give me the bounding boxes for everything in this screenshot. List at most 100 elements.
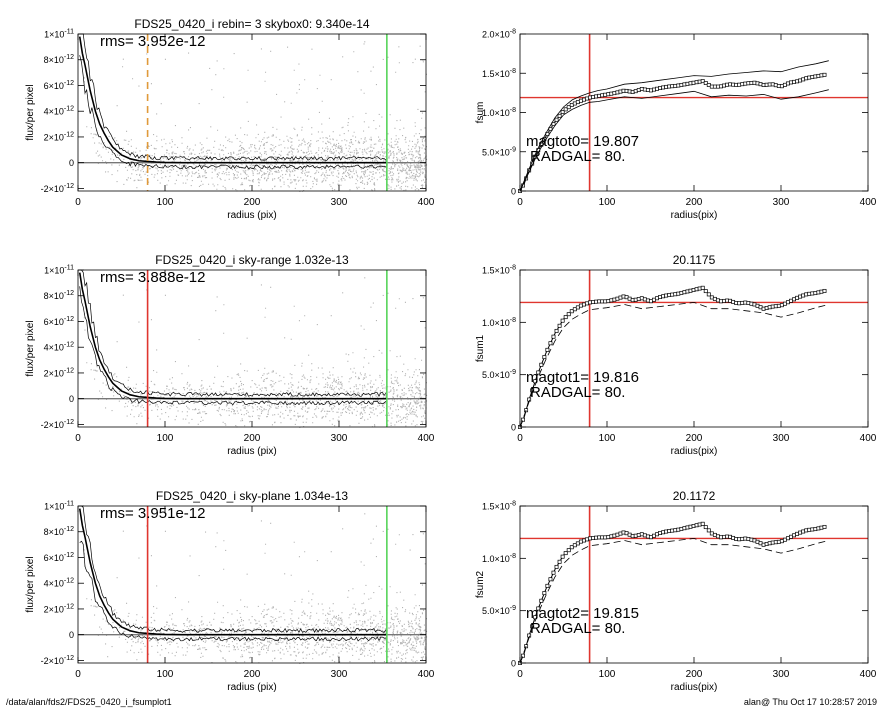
flux1-xtick-label: 300 xyxy=(331,433,348,444)
flux0-xtick-label: 200 xyxy=(244,197,261,208)
flux0-profile-line xyxy=(78,36,387,164)
flux0-xtick-label: 400 xyxy=(418,197,435,208)
fsum1-marker xyxy=(551,334,556,339)
fsum0-xtick-label: 300 xyxy=(773,197,790,208)
fsum1-marker xyxy=(703,289,708,294)
flux2-ytick-label: 2×10-12 xyxy=(44,603,75,614)
fsum0-marker xyxy=(560,110,565,114)
fsum1-xtick-label: 400 xyxy=(860,433,877,444)
fsum1-xtick-label: 300 xyxy=(773,433,790,444)
flux2-xlabel: radius (pix) xyxy=(227,682,276,693)
flux2-profile-line xyxy=(78,508,387,636)
fsum2-marker xyxy=(521,653,525,658)
flux1-scatter-points xyxy=(83,276,428,428)
fsum1-xtick-label: 200 xyxy=(686,433,703,444)
fsum2-ytick-label: 1.5×10-8 xyxy=(482,501,516,512)
fsum1-marker xyxy=(569,309,574,314)
footer-timestamp: alan@ Thu Oct 17 10:28:57 2019 xyxy=(743,697,877,707)
flux0-ytick-label: 4×10-12 xyxy=(44,106,75,117)
fsum2-marker xyxy=(566,548,571,553)
flux2-xtick-label: 0 xyxy=(75,669,81,680)
fsum1-ylabel: fsum1 xyxy=(475,334,486,362)
flux2-xtick-label: 300 xyxy=(331,669,348,680)
fsum0-ylabel: fsum xyxy=(475,102,486,124)
fsum1-marker xyxy=(545,347,550,352)
fsum2-marker xyxy=(822,524,827,529)
flux2-panel: rms= 3.951e-12 0 100 200 300 400 1×10-11 8×10-1… xyxy=(25,489,435,693)
fsum2-xtick-label: 300 xyxy=(773,669,790,680)
fsum1-series-main-markers xyxy=(518,285,827,429)
fsum0-series-2 xyxy=(519,89,829,192)
fsum0-ytick-label: 0 xyxy=(511,187,516,197)
flux1-panel: rms= 3.888e-12 0 100 200 300 400 1×10-11 8×10-1… xyxy=(25,253,435,457)
flux1-xtick-label: 0 xyxy=(75,433,81,444)
flux0-lower-envelope xyxy=(79,55,387,170)
fsum2-marker xyxy=(542,591,547,596)
flux1-ylabel: flux/per pixel xyxy=(25,320,36,376)
flux0-rms-label: rms= 3.952e-12 xyxy=(100,33,205,50)
flux0-panel: rms= 3.952e-12 0 100 200 300 400 1×10-11 8×10-1… xyxy=(25,17,435,221)
fsum2-xtick-label: 200 xyxy=(686,669,703,680)
footer-path: /data/alan/fds2/FDS25_0420_i_fsumplot1 xyxy=(6,697,172,707)
fsum0-xtick-label: 200 xyxy=(686,197,703,208)
flux2-ytick-label: 4×10-12 xyxy=(44,578,75,589)
fsum2-marker xyxy=(548,577,553,582)
flux1-ytick-label: 0 xyxy=(69,394,74,404)
flux1-ytick-label: 1×10-11 xyxy=(44,265,74,276)
fsum2-marker xyxy=(530,624,535,629)
flux2-scatter-points xyxy=(83,513,428,664)
flux0-xtick-label: 300 xyxy=(331,197,348,208)
flux1-scatter-dots xyxy=(83,276,428,428)
flux1-xtick-label: 200 xyxy=(244,433,261,444)
fsum2-marker xyxy=(569,545,574,550)
fsum0-marker xyxy=(822,72,827,77)
fsum1-xlabel: radius(pix) xyxy=(671,446,718,457)
flux1-ytick-label: 2×10-12 xyxy=(44,367,75,378)
fsum0-series-main-markers xyxy=(518,72,827,193)
fsum1-marker xyxy=(560,318,565,323)
fsum0-marker xyxy=(551,122,556,126)
flux1-xtick-label: 400 xyxy=(418,433,435,444)
fsum1-title: 20.1175 xyxy=(673,253,716,267)
fsum0-xlabel: radius(pix) xyxy=(671,210,718,221)
fsum1-marker xyxy=(539,362,544,367)
fsum1-ytick-label: 1.0×10-8 xyxy=(482,317,516,328)
fsum1-marker xyxy=(542,355,547,360)
flux1-ytick-label: 4×10-12 xyxy=(44,342,75,353)
fsum1-radgal-label: RADGAL= 80. xyxy=(530,384,625,401)
fsum1-xtick-label: 100 xyxy=(599,433,616,444)
fsum1-ytick-label: 0 xyxy=(511,423,516,433)
fsum1-marker xyxy=(554,328,559,333)
flux2-ytick-label: -2×10-12 xyxy=(41,655,75,666)
flux2-ytick-label: 0 xyxy=(69,630,74,640)
fsum0-xtick-label: 100 xyxy=(599,197,616,208)
fsum1-marker xyxy=(700,285,705,290)
fsum2-title: 20.1172 xyxy=(673,489,716,503)
flux2-upper-envelope xyxy=(79,505,387,634)
flux2-ylabel: flux/per pixel xyxy=(25,556,36,612)
fsum1-series-1 xyxy=(519,301,829,428)
fsum0-frame xyxy=(519,33,869,192)
flux2-title: FDS25_0420_i sky-plane 1.034e-13 xyxy=(156,489,348,503)
fsum2-marker xyxy=(703,525,708,530)
flux2-xtick-label: 100 xyxy=(157,669,174,680)
fsum2-magtot-label: magtot2= 19.815 xyxy=(526,605,639,622)
fsum2-series-main-markers xyxy=(518,521,827,665)
fsum1-marker xyxy=(822,288,827,293)
flux2-rms-label: rms= 3.951e-12 xyxy=(100,505,205,522)
flux2-xtick-label: 400 xyxy=(418,669,435,680)
fsum2-marker xyxy=(563,551,568,556)
fsum2-marker xyxy=(554,564,559,569)
fsum2-xtick-label: 100 xyxy=(599,669,616,680)
flux0-ytick-label: 0 xyxy=(69,158,74,168)
fsum2-marker xyxy=(551,570,556,575)
fsum2-xlabel: radius(pix) xyxy=(671,682,718,693)
flux0-title: FDS25_0420_i rebin= 3 skybox0: 9.340e-14 xyxy=(134,17,369,31)
fsum0-xtick-label: 0 xyxy=(517,197,523,208)
flux1-title: FDS25_0420_i sky-range 1.032e-13 xyxy=(155,253,349,267)
fsum2-ylabel: fsum2 xyxy=(475,570,486,598)
flux2-xtick-label: 200 xyxy=(244,669,261,680)
